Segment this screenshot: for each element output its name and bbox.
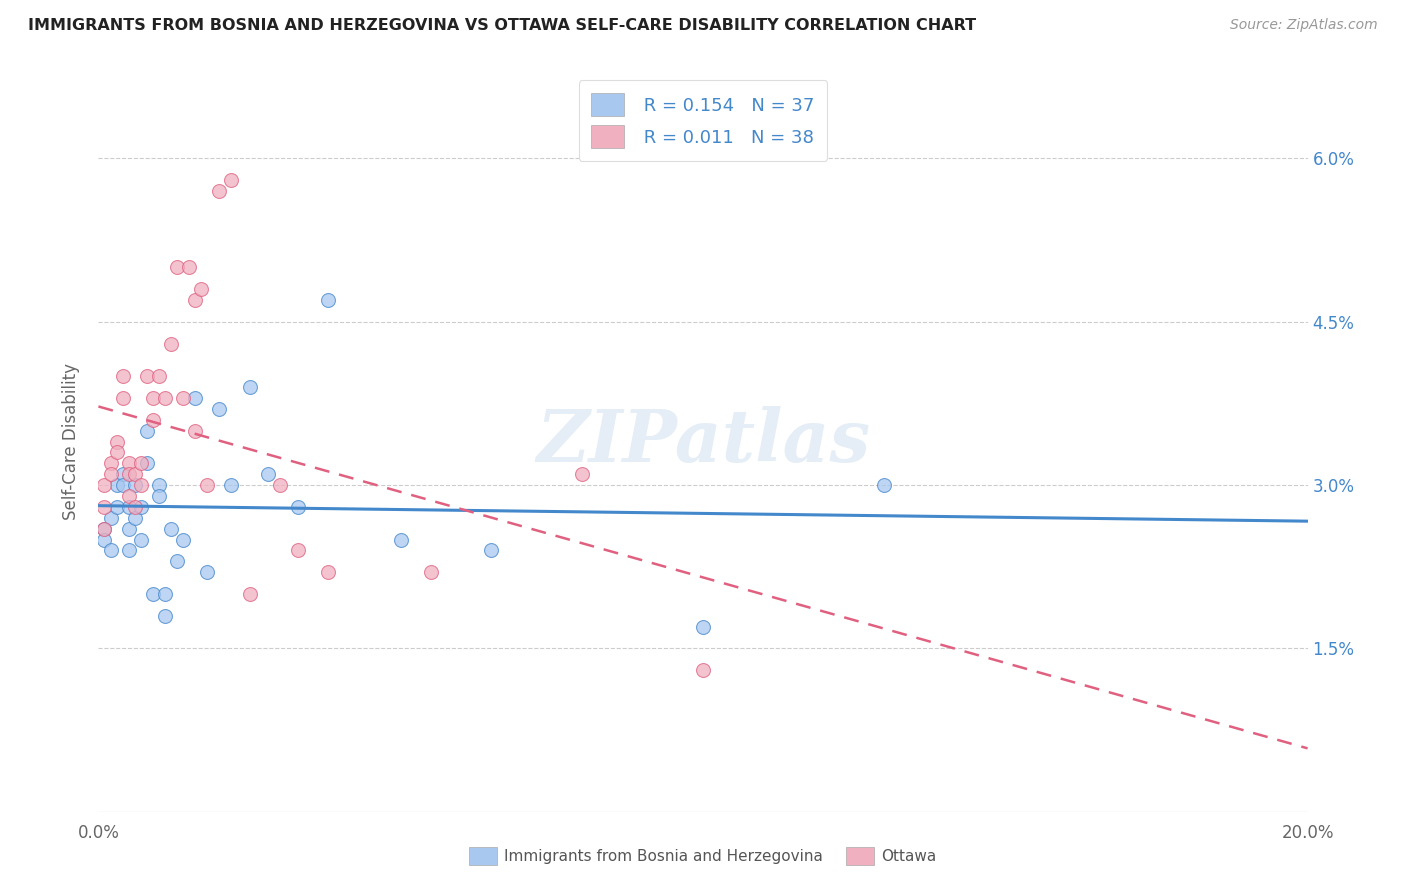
Point xyxy=(118,522,141,536)
Point xyxy=(118,543,141,558)
Point xyxy=(105,478,128,492)
Point xyxy=(129,533,152,547)
Point xyxy=(135,424,157,438)
Point xyxy=(160,336,183,351)
Point xyxy=(100,510,122,524)
Point xyxy=(129,500,152,514)
Point xyxy=(153,608,176,623)
Point xyxy=(93,500,115,514)
Point xyxy=(135,456,157,470)
Point xyxy=(93,533,115,547)
Point xyxy=(148,489,170,503)
Point xyxy=(195,478,218,492)
Text: Source: ZipAtlas.com: Source: ZipAtlas.com xyxy=(1230,18,1378,32)
Point xyxy=(100,467,122,482)
Point xyxy=(124,500,146,514)
Point xyxy=(105,434,128,449)
Point xyxy=(166,554,188,568)
Point xyxy=(184,424,207,438)
Point xyxy=(111,478,134,492)
Point xyxy=(208,401,231,416)
Point xyxy=(195,565,218,579)
Point xyxy=(692,663,714,677)
Point xyxy=(269,478,291,492)
Point xyxy=(142,391,165,405)
Point xyxy=(179,260,201,275)
Point xyxy=(287,543,309,558)
Point xyxy=(873,478,896,492)
Point xyxy=(135,369,157,384)
Point xyxy=(105,445,128,459)
Point xyxy=(316,293,339,307)
Point xyxy=(153,391,176,405)
Point xyxy=(93,478,115,492)
Point xyxy=(256,467,278,482)
Point xyxy=(172,533,194,547)
Point xyxy=(166,260,188,275)
Point xyxy=(481,543,503,558)
Point xyxy=(239,587,262,601)
Point xyxy=(142,413,165,427)
Y-axis label: Self-Care Disability: Self-Care Disability xyxy=(62,363,80,520)
Point xyxy=(172,391,194,405)
Point xyxy=(100,456,122,470)
Point xyxy=(129,456,152,470)
Text: IMMIGRANTS FROM BOSNIA AND HERZEGOVINA VS OTTAWA SELF-CARE DISABILITY CORRELATIO: IMMIGRANTS FROM BOSNIA AND HERZEGOVINA V… xyxy=(28,18,976,33)
Point xyxy=(124,510,146,524)
Text: ZIPatlas: ZIPatlas xyxy=(536,406,870,477)
Point xyxy=(571,467,593,482)
Point xyxy=(118,456,141,470)
Point xyxy=(93,522,115,536)
Point xyxy=(148,478,170,492)
Point xyxy=(221,478,243,492)
Point xyxy=(153,587,176,601)
Point xyxy=(148,369,170,384)
Point xyxy=(111,391,134,405)
Point xyxy=(100,543,122,558)
Point xyxy=(692,619,714,633)
Point xyxy=(124,467,146,482)
Point xyxy=(316,565,339,579)
Point xyxy=(118,467,141,482)
Point xyxy=(129,478,152,492)
Point xyxy=(420,565,443,579)
Point xyxy=(389,533,412,547)
Point xyxy=(190,282,212,296)
Point xyxy=(221,173,243,187)
Point xyxy=(93,522,115,536)
Point xyxy=(142,587,165,601)
Point xyxy=(287,500,309,514)
Point xyxy=(124,478,146,492)
Point xyxy=(160,522,183,536)
Point xyxy=(208,184,231,198)
Point xyxy=(184,391,207,405)
Legend: Immigrants from Bosnia and Herzegovina, Ottawa: Immigrants from Bosnia and Herzegovina, … xyxy=(463,841,943,871)
Point xyxy=(239,380,262,394)
Point xyxy=(118,500,141,514)
Point xyxy=(118,489,141,503)
Point xyxy=(105,500,128,514)
Point xyxy=(111,369,134,384)
Point xyxy=(184,293,207,307)
Point xyxy=(111,467,134,482)
